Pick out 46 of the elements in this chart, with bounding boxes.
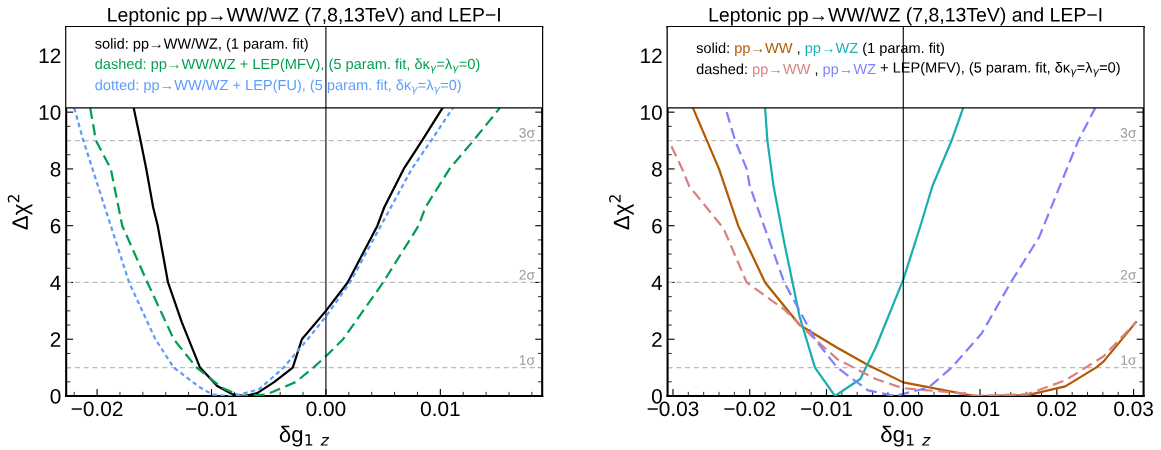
ref-line-label: 3σ — [519, 127, 535, 138]
y-tick-label: 4 — [50, 275, 61, 291]
annotation: , — [797, 51, 800, 55]
x-tick-label: −0.02 — [71, 401, 123, 417]
y-tick-label: 12 — [39, 48, 61, 63]
y-tick-label: 2 — [652, 332, 662, 347]
ref-line-label: 1σ — [519, 355, 535, 365]
x-tick-label: −0.02 — [724, 401, 776, 417]
annotation: dotted: pp→WW/WZ + LEP(FU), (5 param. fit, δκ$_{γ}$=λ$_{γ}$=0) — [95, 79, 461, 95]
x-axis-title: δg$_{1 z}$ — [279, 425, 330, 447]
text: pp→WW — [753, 64, 811, 78]
annotation: , — [815, 72, 818, 76]
x-tick-label: 0.00 — [883, 401, 923, 417]
x-tick-label: −0.01 — [801, 401, 852, 417]
annotation: solid: pp→WW/WZ, (1 param. fit) — [95, 38, 308, 52]
ref-line-label: 3σ — [1120, 127, 1137, 138]
y-tick-label: 10 — [641, 105, 662, 120]
text: pp→WW — [735, 42, 793, 56]
x-tick-label: −0.01 — [186, 401, 237, 417]
y-tick-label: 2 — [50, 332, 61, 347]
y-tick-label: 8 — [50, 161, 61, 177]
ref-line-label: 2σ — [519, 269, 535, 280]
chart-title: Leptonic pp→WW/WZ (7,8,13TeV) and LEP−I — [108, 7, 500, 26]
x-tick-label: 0.00 — [306, 401, 346, 417]
y-tick-label: 10 — [39, 105, 61, 120]
y-tick-label: 6 — [652, 218, 662, 234]
y-tick-label: 0 — [50, 389, 61, 404]
x-axis-title: δg$_{1 z}$ — [881, 425, 931, 447]
x-tick-label: 0.02 — [1037, 401, 1077, 417]
annotation: solid: — [696, 42, 729, 54]
ref-line-label: 1σ — [1121, 355, 1137, 365]
y-axis-title: Δχ$^{2}$ — [7, 195, 33, 230]
annotation: dashed: pp→WW/WZ + LEP(MFV), (5 param. fit, δκ$_{γ}$=λ$_{γ}$=0) — [95, 58, 480, 74]
x-tick-label: 0.01 — [420, 401, 460, 417]
x-tick-label: 0.03 — [1114, 401, 1153, 417]
y-tick-label: 8 — [652, 161, 662, 177]
y-tick-label: 12 — [641, 48, 662, 63]
x-tick-label: 0.01 — [960, 401, 1000, 417]
text: pp→WZ — [823, 64, 876, 78]
y-tick-label: 6 — [50, 218, 61, 234]
y-tick-label: 4 — [651, 275, 663, 291]
annotation: dashed: — [696, 63, 747, 75]
ref-line-label: 2σ — [1120, 269, 1137, 280]
chart-title: Leptonic pp→WW/WZ (7,8,13TeV) and LEP−I — [709, 7, 1102, 26]
text: pp→WZ — [805, 42, 858, 56]
y-axis-title: Δχ$^{2}$ — [609, 195, 634, 230]
